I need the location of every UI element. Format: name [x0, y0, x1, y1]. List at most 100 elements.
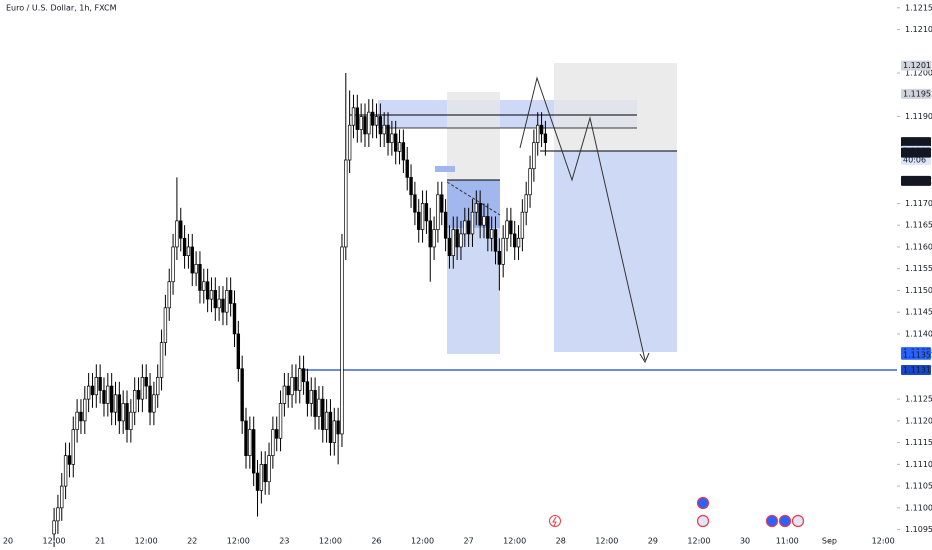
- candle-body: [259, 463, 264, 491]
- candle-body: [432, 229, 436, 248]
- candle-body: [167, 281, 171, 309]
- candle-body: [486, 216, 490, 239]
- dashed-line: [446, 181, 501, 216]
- price-label: 1.11352: [903, 350, 932, 359]
- candle-body: [328, 411, 333, 443]
- y-tick-label: 1.11700: [905, 199, 932, 208]
- candle-body: [202, 281, 206, 291]
- price-label-box: [901, 137, 931, 148]
- candle-body: [275, 429, 279, 439]
- price-label: 1.11752: [903, 176, 932, 185]
- candle-body: [390, 133, 394, 143]
- candle-body: [305, 381, 310, 404]
- candle-body: [509, 220, 513, 235]
- candle-body: [159, 342, 164, 378]
- candle-body: [267, 455, 271, 483]
- candle-body: [324, 411, 329, 430]
- arrow-head: [639, 352, 650, 364]
- candle-body: [67, 455, 72, 465]
- candle-body: [209, 290, 214, 300]
- x-tick-label: 12:00: [411, 537, 434, 546]
- candle-body: [244, 420, 248, 457]
- candle-body: [501, 237, 505, 265]
- small-zone: [435, 166, 455, 172]
- y-tick-label: 1.11900: [905, 112, 932, 121]
- y-tick-label: 1.11550: [905, 264, 932, 273]
- event-icon[interactable]: [791, 514, 805, 528]
- projection-path: [519, 76, 646, 361]
- drawings: [300, 63, 897, 371]
- candle-body: [75, 411, 79, 430]
- candle-body: [109, 385, 114, 413]
- candle-body: [543, 133, 548, 143]
- events: [549, 496, 805, 528]
- candle-body: [278, 403, 283, 439]
- y-tick-label: 1.11250: [905, 395, 932, 404]
- y-tick-label: 1.12100: [905, 25, 932, 34]
- candle-body: [313, 390, 317, 417]
- candle-body: [117, 394, 122, 422]
- candle-body: [513, 233, 517, 248]
- price-label: 1.11817: [903, 148, 932, 157]
- y-tick-label: 1.11400: [905, 329, 932, 338]
- candle-body: [359, 116, 363, 130]
- candle-body: [405, 159, 409, 178]
- candle-body: [140, 377, 145, 400]
- candles: [52, 73, 548, 547]
- candle-body: [125, 403, 129, 430]
- candle-body: [217, 298, 221, 309]
- event-icon[interactable]: [696, 496, 710, 510]
- candle-body: [294, 377, 298, 391]
- y-tick-label: 1.11500: [905, 286, 932, 295]
- x-tick-label: 12:00: [595, 537, 618, 546]
- candle-body: [213, 290, 217, 309]
- x-tick-label: 23: [279, 537, 289, 546]
- x-tick-label: 12:00: [43, 537, 66, 546]
- candle-body: [351, 107, 356, 126]
- candle-body: [148, 385, 152, 413]
- candle-body: [86, 385, 91, 400]
- y-tick-label: 1.12000: [905, 69, 932, 78]
- x-tick-label: 12:00: [872, 537, 895, 546]
- candle-body: [397, 142, 402, 152]
- candle-body: [440, 194, 444, 213]
- candle-body: [52, 520, 56, 535]
- x-tick-label: 12:00: [687, 537, 710, 546]
- candle-body: [194, 263, 198, 274]
- candle-body: [136, 390, 141, 400]
- event-icon[interactable]: [778, 514, 792, 528]
- candle-body: [336, 420, 340, 435]
- candle-body: [271, 429, 275, 457]
- candle-body: [221, 298, 225, 313]
- candle-body: [321, 398, 325, 430]
- x-tick-label: 12:00: [227, 537, 250, 546]
- stop-zone: [447, 92, 500, 180]
- x-tick-label: 26: [371, 537, 381, 546]
- event-icon-bolt: [552, 516, 557, 527]
- y-tick-label: 1.11650: [905, 221, 932, 230]
- y-tick-label: 1.10950: [905, 525, 932, 534]
- candle-body: [121, 403, 125, 422]
- candle-body: [56, 507, 60, 522]
- candle-body: [363, 116, 367, 135]
- candle-body: [417, 211, 421, 230]
- candle-body: [482, 216, 486, 226]
- candle-body: [129, 411, 133, 430]
- candle-body: [532, 142, 536, 170]
- candle-body: [497, 250, 502, 265]
- x-tick-label: 30: [740, 537, 750, 546]
- x-tick-label: 28: [556, 537, 566, 546]
- candle-body: [102, 390, 106, 404]
- candle-body: [60, 485, 64, 509]
- event-icon[interactable]: [765, 514, 779, 528]
- candle-body: [94, 377, 98, 396]
- y-tick-label: 1.11000: [905, 503, 932, 512]
- candle-body: [447, 237, 452, 257]
- candle-body: [179, 220, 183, 239]
- event-icon[interactable]: [696, 514, 710, 528]
- candle-body: [236, 333, 241, 370]
- candle-body: [317, 398, 321, 417]
- event-icon[interactable]: [549, 515, 561, 527]
- candle-body: [370, 111, 375, 126]
